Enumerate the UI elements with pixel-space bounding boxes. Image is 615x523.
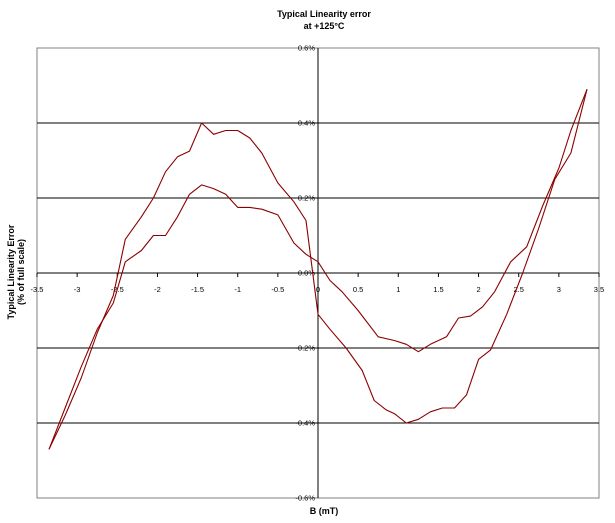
- x-tick-label: -2: [154, 285, 161, 294]
- x-axis-title: B (mT): [310, 506, 339, 516]
- x-tick-label: 2: [476, 285, 480, 294]
- y-tick-label: 0.4%: [298, 119, 315, 128]
- series-line-1: [48, 89, 588, 450]
- y-axis-title: Typical Linearity Error: [6, 224, 16, 319]
- x-tick-label: 1.5: [433, 285, 443, 294]
- x-tick-label: -0.5: [271, 285, 284, 294]
- y-tick-label: 0.2%: [298, 194, 315, 203]
- y-axis-title-unit: (% of full scale): [16, 239, 26, 305]
- y-tick-label: -0.2%: [295, 344, 315, 353]
- x-tick-label: 1: [396, 285, 400, 294]
- x-tick-label: -3: [74, 285, 81, 294]
- series-lines: [48, 89, 588, 450]
- x-tick-label: 3: [557, 285, 561, 294]
- chart-subtitle: at +125°C: [304, 21, 345, 31]
- chart-title: Typical Linearity error: [277, 9, 371, 19]
- y-tick-label: -0.4%: [295, 419, 315, 428]
- series-line-2: [48, 89, 588, 450]
- axes: [36, 48, 600, 498]
- x-tick-label: -1.5: [191, 285, 204, 294]
- x-tick-label: 0.5: [353, 285, 363, 294]
- x-tick-label: 0: [316, 285, 320, 294]
- y-tick-labels: 0.6% 0.4% 0.2% 0.0% -0.2% -0.4% -0.6%: [295, 44, 315, 503]
- y-tick-label: 0.6%: [298, 44, 315, 53]
- x-tick-label: 2.5: [513, 285, 523, 294]
- y-tick-label: 0.0%: [298, 269, 315, 278]
- x-tick-label: 3.5: [594, 285, 604, 294]
- x-tick-label: -3.5: [31, 285, 44, 294]
- x-tick-label: -1: [234, 285, 241, 294]
- y-tick-label: -0.6%: [295, 494, 315, 503]
